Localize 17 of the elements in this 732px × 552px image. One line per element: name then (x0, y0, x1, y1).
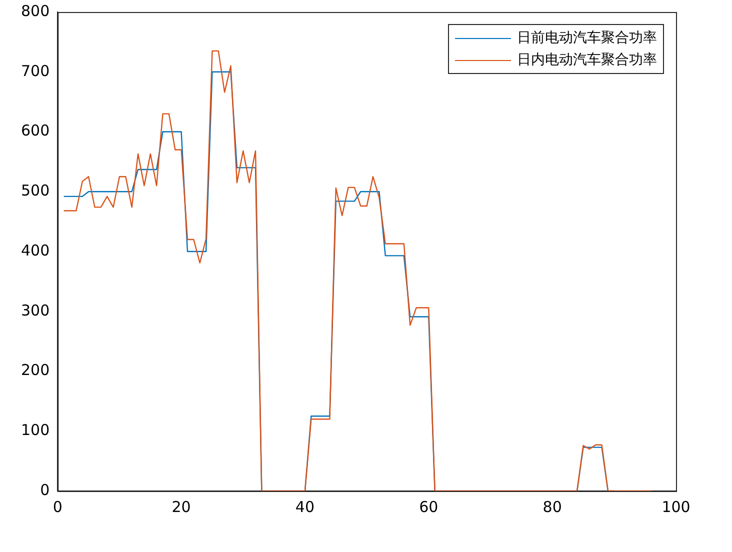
y-tick-label: 300 (20, 301, 50, 320)
x-tick-label: 100 (662, 498, 690, 516)
x-tick-label: 60 (419, 498, 438, 516)
x-tick-label: 40 (295, 498, 315, 516)
y-tick-label: 600 (20, 122, 50, 140)
y-tick-label: 500 (20, 182, 50, 200)
y-tick-label: 200 (20, 361, 50, 380)
x-tick-label: 20 (172, 498, 191, 516)
legend-label: 日前电动汽车聚合功率 (517, 29, 657, 47)
legend-label: 日内电动汽车聚合功率 (517, 51, 657, 69)
y-tick-label: 0 (40, 480, 50, 499)
y-tick-label: 800 (20, 2, 50, 20)
y-tick-label: 400 (20, 241, 50, 260)
x-tick-label: 80 (542, 498, 562, 516)
y-tick-label: 100 (20, 421, 50, 440)
x-tick-label: 0 (52, 498, 62, 516)
y-tick-label: 700 (20, 62, 50, 80)
